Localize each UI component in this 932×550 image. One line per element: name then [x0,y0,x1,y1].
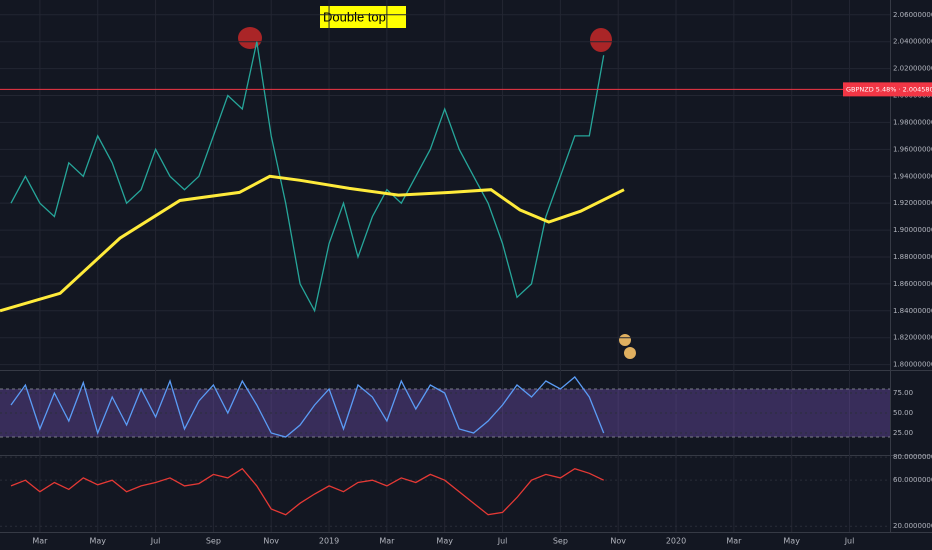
y-tick-label: 1.800000000 [893,361,932,369]
top-marker [238,27,262,49]
y-tick-label: 80.000000000 [893,453,932,461]
y-tick-label: 25.00 [893,429,913,437]
series-line [0,174,625,313]
series-line [10,467,604,516]
y-tick-label: 1.940000000 [893,172,932,180]
y-tick-label: 50.00 [893,409,913,417]
y-tick-label: 1.820000000 [893,334,932,342]
y-tick-label: 2.060000000 [893,11,932,19]
y-tick-label: 1.980000000 [893,118,932,126]
x-tick-label: Sep [206,537,221,546]
y-tick-label: 1.900000000 [893,226,932,234]
x-tick-label: Jul [150,537,161,546]
x-tick-label: May [89,537,106,546]
y-tick-label: 1.860000000 [893,280,932,288]
x-tick-label: 2019 [319,537,339,546]
series-line [10,41,605,313]
y-tick-label: 1.880000000 [893,253,932,261]
x-tick-label: Jul [844,537,855,546]
top-marker [590,28,612,52]
y-tick-label: 1.840000000 [893,307,932,315]
x-tick-label: Mar [726,537,742,546]
x-tick-label: May [436,537,453,546]
x-tick-label: Mar [32,537,48,546]
x-tick-label: 2020 [666,537,686,546]
price-label: GBPNZD 5.48% · 2.004580000 [846,85,932,93]
x-tick-label: Nov [263,537,279,546]
y-tick-label: 1.920000000 [893,199,932,207]
x-tick-label: Mar [379,537,395,546]
series-line [10,376,605,438]
y-tick-label: 75.00 [893,389,913,397]
x-tick-label: Sep [553,537,568,546]
annotation: Double top [323,9,386,24]
y-tick-label: 2.020000000 [893,65,932,73]
x-tick-label: May [783,537,800,546]
y-tick-label: 20.000000000 [893,522,932,530]
event-icon [624,347,636,359]
x-tick-label: Jul [497,537,508,546]
x-tick-label: Nov [610,537,626,546]
y-tick-label: 2.040000000 [893,38,932,46]
y-tick-label: 1.960000000 [893,145,932,153]
event-icon [619,334,631,346]
y-tick-label: 60.000000000 [893,476,932,484]
annotation-box [320,6,406,28]
price-label-box [843,82,932,97]
